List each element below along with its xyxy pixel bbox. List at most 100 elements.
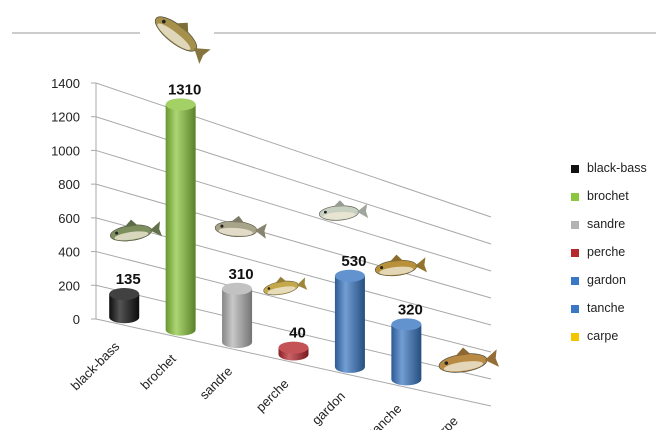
x-tick-label: carpe <box>427 413 461 430</box>
legend-swatch <box>571 277 579 285</box>
legend-swatch <box>571 165 579 173</box>
gridline <box>95 149 492 272</box>
bar-top <box>222 282 253 295</box>
y-tick-label: 400 <box>58 245 80 260</box>
legend-label: carpe <box>587 329 619 343</box>
fish-eye <box>220 224 224 228</box>
fish-tail <box>194 48 211 64</box>
bar-top <box>109 288 140 301</box>
legend-label: black-bass <box>587 161 647 175</box>
data-labels: 135 1310 310 40 530 320 <box>116 81 423 341</box>
bar-top <box>334 269 365 282</box>
fish-belly <box>114 231 149 241</box>
fish-tail <box>149 221 163 237</box>
fish-belly <box>157 23 191 50</box>
gridline <box>95 183 492 299</box>
y-tick-label: 200 <box>58 278 80 293</box>
perche-fish-image <box>263 276 308 296</box>
fish-fin <box>230 215 245 223</box>
black-bass-fish-image <box>109 219 163 242</box>
fish-belly <box>443 361 484 372</box>
y-tick-label: 600 <box>58 211 80 226</box>
legend-label: sandre <box>587 217 626 231</box>
bar-brochet <box>165 98 196 336</box>
bar-body <box>165 104 196 336</box>
brochet-fish-image <box>154 16 211 64</box>
y-axis-ticks: 0 200 400 600 800 1000 1200 1400 <box>51 76 80 327</box>
legend-swatch <box>571 249 579 257</box>
legend-label: brochet <box>587 189 629 203</box>
fish-eye <box>115 231 119 235</box>
bar-top <box>278 341 309 354</box>
bar-black-bass <box>109 288 140 324</box>
bar-gardon <box>334 269 365 373</box>
legend-swatch <box>571 333 579 341</box>
fish-tail <box>254 223 267 239</box>
x-tick-label: sandre <box>196 364 235 403</box>
fish-fin <box>333 200 346 208</box>
x-tick-label: brochet <box>137 351 179 393</box>
gridline <box>95 318 492 407</box>
fish-tail <box>356 203 369 219</box>
legend-swatch <box>571 221 579 229</box>
data-label: 530 <box>341 253 366 270</box>
fish-tail <box>296 277 308 290</box>
tanche-fish-image <box>374 254 428 277</box>
data-label: 320 <box>398 301 423 318</box>
fish-fin <box>455 347 471 357</box>
fish-eye <box>267 287 271 290</box>
y-tick-label: 1000 <box>51 143 80 158</box>
fish-eye <box>161 19 166 24</box>
gridline <box>95 116 492 245</box>
sandre-fish-image <box>214 215 267 239</box>
fish-tail <box>414 257 428 273</box>
legend-label: tanche <box>587 301 625 315</box>
y-tick-label: 1400 <box>51 76 80 91</box>
gridline <box>95 251 492 353</box>
gridlines <box>91 82 492 407</box>
fish-eye <box>444 361 449 365</box>
y-tick-label: 1200 <box>51 110 80 125</box>
carpe-fish-image <box>438 347 500 373</box>
fish-belly <box>323 211 356 220</box>
bar-body <box>391 324 422 386</box>
x-tick-label: gardon <box>309 388 348 427</box>
gridline <box>95 284 492 380</box>
bars <box>109 98 422 386</box>
fish-images <box>109 16 500 373</box>
gridline <box>95 82 492 218</box>
bar-sandre <box>222 282 253 349</box>
fish-tail <box>484 349 500 367</box>
fish-eye <box>323 210 327 214</box>
y-tick-label: 0 <box>73 312 80 327</box>
bar-tanche <box>391 318 422 386</box>
fish-fin <box>175 22 189 34</box>
x-tick-label: perche <box>253 376 292 415</box>
fish-eye <box>380 266 384 270</box>
bar-perche <box>278 341 309 361</box>
data-label: 135 <box>116 271 141 288</box>
data-label: 40 <box>289 325 306 342</box>
legend-label: gardon <box>587 273 626 287</box>
legend-swatch <box>571 193 579 201</box>
legend-label: perche <box>587 245 626 259</box>
bar-body <box>222 288 253 349</box>
bar-top <box>165 98 196 111</box>
gridline <box>95 217 492 326</box>
x-tick-label: tanche <box>366 401 404 430</box>
fish-belly <box>218 227 253 236</box>
data-label: 1310 <box>168 81 201 98</box>
data-label: 310 <box>229 266 254 283</box>
y-tick-label: 800 <box>58 177 80 192</box>
gardon-fish-image <box>318 200 369 221</box>
fish-fin <box>124 219 138 228</box>
fish-belly <box>267 286 296 295</box>
legend-swatch <box>571 305 579 313</box>
x-tick-label: black-bass <box>68 338 123 393</box>
fish-belly <box>379 266 414 276</box>
fish-fin <box>389 254 403 262</box>
fish-fin <box>275 276 287 284</box>
bar-top <box>391 318 422 331</box>
